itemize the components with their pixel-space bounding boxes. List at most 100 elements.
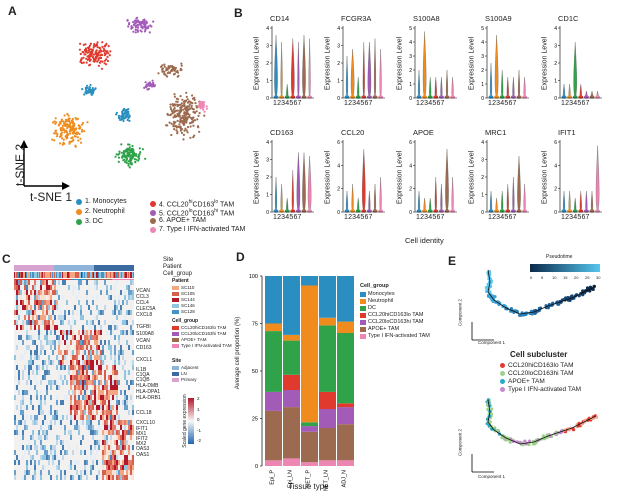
trajectory-cell [568, 298, 572, 302]
site-track-cell [30, 265, 31, 271]
heatmap-cell [84, 290, 86, 295]
heatmap-cell [54, 455, 56, 460]
heatmap-cell [16, 315, 18, 320]
site-track-cell [60, 265, 61, 271]
heatmap-cell [122, 445, 124, 450]
heatmap-cell [82, 435, 84, 440]
site-track-cell [68, 265, 69, 271]
heatmap-cell [126, 435, 128, 440]
heatmap-cell [112, 345, 114, 350]
heatmap-cell [60, 335, 62, 340]
heatmap-cell [14, 330, 16, 335]
tsne-point [187, 105, 191, 108]
heatmap-cell [26, 315, 28, 320]
heatmap-cell [14, 300, 16, 305]
patient-track-cell [124, 272, 125, 278]
violin-y-tick: 4 [409, 40, 412, 46]
patient-track-cell [23, 272, 24, 278]
heatmap-cell [38, 390, 40, 395]
heatmap-cell [14, 370, 16, 375]
bar-y-tick: 50 [252, 369, 258, 375]
heatmap-cell [84, 295, 86, 300]
heatmap-cell [82, 300, 84, 305]
heatmap-cell [104, 435, 106, 440]
heatmap-cell [72, 455, 74, 460]
heatmap-cell [82, 390, 84, 395]
heatmap-cell [28, 345, 30, 350]
heatmap-cell [90, 325, 92, 330]
heatmap-cell [24, 295, 26, 300]
tsne-point [143, 86, 146, 89]
heatmap-cell [50, 370, 52, 375]
patient-track-cell [62, 272, 63, 278]
heatmap-cell [86, 295, 88, 300]
tsne-legend-label: 7. Type I IFN-activated TAM [159, 226, 246, 233]
heatmap-cell [36, 285, 38, 290]
heatmap-cell [78, 335, 80, 340]
tsne-point [203, 114, 206, 117]
heatmap-cell [126, 475, 128, 480]
heatmap-cell [42, 290, 44, 295]
bar-segment [319, 460, 336, 466]
heatmap-cell [66, 330, 68, 335]
heatmap-cell [64, 440, 66, 445]
heatmap-cell [56, 305, 58, 310]
tsne-point [134, 28, 138, 31]
heatmap-cell [44, 310, 46, 315]
subcluster-title: Cell subcluster [510, 350, 568, 359]
heatmap-cell [64, 475, 66, 480]
heatmap-cell [36, 465, 38, 470]
heatmap-cell [90, 315, 92, 320]
heatmap-cell [114, 385, 116, 390]
site-track-cell [71, 265, 72, 271]
heatmap-cell [70, 380, 72, 385]
heatmap-cell [42, 285, 44, 290]
heatmap-cell [42, 305, 44, 310]
site-track-cell [111, 265, 112, 271]
heatmap-cell [58, 380, 60, 385]
heatmap-cell [28, 395, 30, 400]
heatmap-cell [132, 450, 134, 455]
tsne-point [133, 154, 136, 157]
heatmap-cell [64, 425, 66, 430]
heatmap-cell [48, 420, 50, 425]
heatmap-cell [132, 375, 134, 380]
heatmap-cell [112, 350, 114, 355]
heatmap-cell [44, 470, 46, 475]
heatmap-cell [72, 280, 74, 285]
violin-y-tick: 0 [481, 96, 484, 102]
heatmap-cell [94, 470, 96, 475]
heatmap-cell [68, 405, 70, 410]
legend-dot [150, 200, 156, 207]
heatmap-cell [82, 370, 84, 375]
heatmap-cell [62, 290, 64, 295]
heatmap-cell [36, 350, 38, 355]
heatmap-cell [38, 425, 40, 430]
heatmap-cell [106, 430, 108, 435]
heatmap-cell [106, 365, 108, 370]
heatmap-cell [50, 320, 52, 325]
heatmap-cell [32, 445, 34, 450]
heatmap-cell [22, 445, 24, 450]
heatmap-cell [106, 420, 108, 425]
heatmap-cell [128, 370, 130, 375]
heatmap-cell [126, 285, 128, 290]
heatmap-cell [52, 345, 54, 350]
site-track-cell [53, 265, 54, 271]
heatmap-cell [20, 475, 22, 480]
heatmap-cell [124, 375, 126, 380]
heatmap-cell [120, 390, 122, 395]
heatmap-cell [20, 465, 22, 470]
heatmap-cell [26, 450, 28, 455]
heatmap-cell [126, 410, 128, 415]
heatmap-cell [104, 370, 106, 375]
heatmap-cell [30, 415, 32, 420]
heatmap-cell [60, 350, 62, 355]
heatmap-cell [118, 420, 120, 425]
site-track-cell [57, 265, 58, 271]
tsne-point [132, 21, 135, 24]
subcluster-trajectory [485, 398, 599, 447]
heatmap-cell [84, 300, 86, 305]
heatmap-cell [56, 390, 58, 395]
heatmap-cell [32, 295, 34, 300]
